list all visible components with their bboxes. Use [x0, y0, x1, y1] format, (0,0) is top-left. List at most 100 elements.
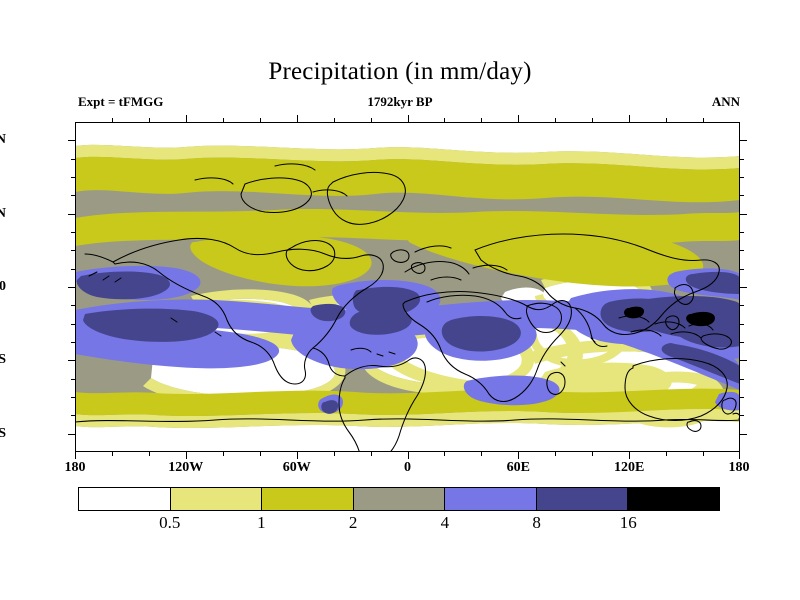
x-tick-120E [629, 452, 631, 459]
precipitation-contour-map [75, 122, 740, 452]
colorbar-band-2 [261, 488, 353, 510]
x-tick-minor-top [555, 118, 557, 122]
subtitle-period: 1792kyr BP [367, 94, 433, 109]
colorbar-label-1: 1 [257, 513, 266, 532]
x-axis-label-5: 120E [614, 460, 645, 475]
y-tick-0 [68, 287, 75, 288]
experiment-label: Expt = tFMGG [78, 94, 164, 109]
x-tick-minor [592, 452, 594, 456]
x-tick-top-0 [407, 115, 409, 122]
band-gt16 [624, 306, 715, 327]
x-tick-minor [481, 452, 483, 456]
x-tick-120W [185, 452, 187, 459]
colorbar-band-1 [169, 488, 262, 510]
y-tick-minor-right [740, 323, 744, 325]
coastline-layer [75, 163, 740, 452]
x-tick-top-120W [185, 115, 187, 122]
map-plot-area: 180 120W 60W 0 60E 120E 180 [65, 115, 750, 475]
x-tick-minor [555, 452, 557, 456]
x-tick-minor [222, 452, 224, 456]
x-axis-label-6: 180 [728, 460, 750, 475]
x-tick-minor-top [481, 118, 483, 122]
x-axis-label-1: 120W [168, 460, 204, 475]
y-tick-minor [71, 232, 75, 233]
y-tick-minor [71, 250, 75, 252]
y-axis-label-2: 0 [0, 279, 6, 294]
x-tick-minor-top [111, 118, 113, 122]
y-tick-minor-right [740, 397, 744, 398]
y-tick-minor-right [740, 232, 744, 233]
y-tick-minor [71, 177, 75, 178]
x-tick-60E [518, 452, 520, 459]
y-tick-minor [71, 323, 75, 325]
y-tick-minor-right [740, 415, 744, 417]
x-tick-minor-top [370, 118, 372, 122]
x-axis-label-3: 0 [404, 460, 411, 475]
y-tick-right-40N [740, 213, 747, 215]
contour-fill-layer [75, 122, 740, 452]
colorbar-band-0 [79, 488, 170, 510]
y-tick-minor-right [740, 378, 744, 380]
x-tick-minor-top [592, 118, 594, 122]
y-tick-minor [71, 268, 75, 270]
y-tick-minor-right [740, 195, 744, 197]
y-tick-minor [71, 158, 75, 160]
colorbar-label-5: 16 [619, 513, 637, 532]
colorbar-label-2: 2 [348, 513, 358, 532]
y-tick-right-80N [740, 140, 747, 142]
y-tick-40S [68, 360, 75, 362]
x-tick-minor [370, 452, 372, 456]
colorbar: 0.5 1 2 4 8 16 [78, 487, 720, 532]
x-axis-label-4: 60E [506, 460, 530, 475]
x-tick-minor [111, 452, 113, 456]
x-tick-minor-top [703, 118, 705, 122]
colorbar-band-6 [627, 488, 720, 510]
y-axis-label-3: 40S [0, 352, 6, 368]
y-tick-minor [71, 342, 75, 343]
season-label: ANN [711, 94, 740, 109]
y-tick-right-40S [740, 360, 747, 362]
y-tick-right-80S [740, 433, 747, 435]
colorbar-label-4: 8 [532, 513, 541, 532]
page-title: Precipitation (in mm/day) [268, 58, 532, 85]
x-tick-minor [444, 452, 446, 456]
x-tick-minor [666, 452, 668, 456]
x-tick-180W [75, 452, 76, 459]
x-tick-180E [739, 452, 740, 459]
band-1-2 [75, 156, 740, 417]
x-tick-minor-top [333, 118, 335, 122]
x-tick-minor [148, 452, 150, 456]
y-tick-minor [71, 378, 75, 380]
colorbar-band-3 [352, 488, 445, 510]
x-tick-top-60E [518, 115, 520, 122]
x-tick-minor-top [148, 118, 150, 122]
x-tick-minor-top [222, 118, 224, 122]
x-tick-top-60W [296, 115, 298, 122]
x-tick-minor-top [259, 118, 261, 122]
y-tick-minor [71, 305, 75, 307]
y-tick-right-0 [740, 287, 747, 288]
x-tick-minor [333, 452, 335, 456]
colorbar-band-5 [535, 488, 628, 510]
y-axis-label-1: 40N [0, 205, 6, 221]
x-tick-60W [296, 452, 298, 459]
y-axis-label-4: 80S [0, 425, 6, 441]
y-tick-minor [71, 397, 75, 398]
y-tick-minor-right [740, 342, 744, 343]
x-tick-minor [703, 452, 705, 456]
colorbar-label-0: 0.5 [159, 513, 181, 532]
colorbar-band-4 [444, 488, 536, 510]
colorbar-label-3: 4 [440, 513, 450, 532]
y-tick-80S [68, 433, 75, 435]
x-tick-0 [407, 452, 409, 459]
x-tick-minor-top [666, 118, 668, 122]
y-tick-minor [71, 415, 75, 417]
y-tick-minor-right [740, 268, 744, 270]
x-tick-minor-top [444, 118, 446, 122]
x-axis-label-2: 60W [282, 460, 311, 475]
y-tick-40N [68, 213, 75, 215]
y-tick-minor [71, 195, 75, 197]
x-tick-minor [259, 452, 261, 456]
x-tick-top-120E [629, 115, 631, 122]
